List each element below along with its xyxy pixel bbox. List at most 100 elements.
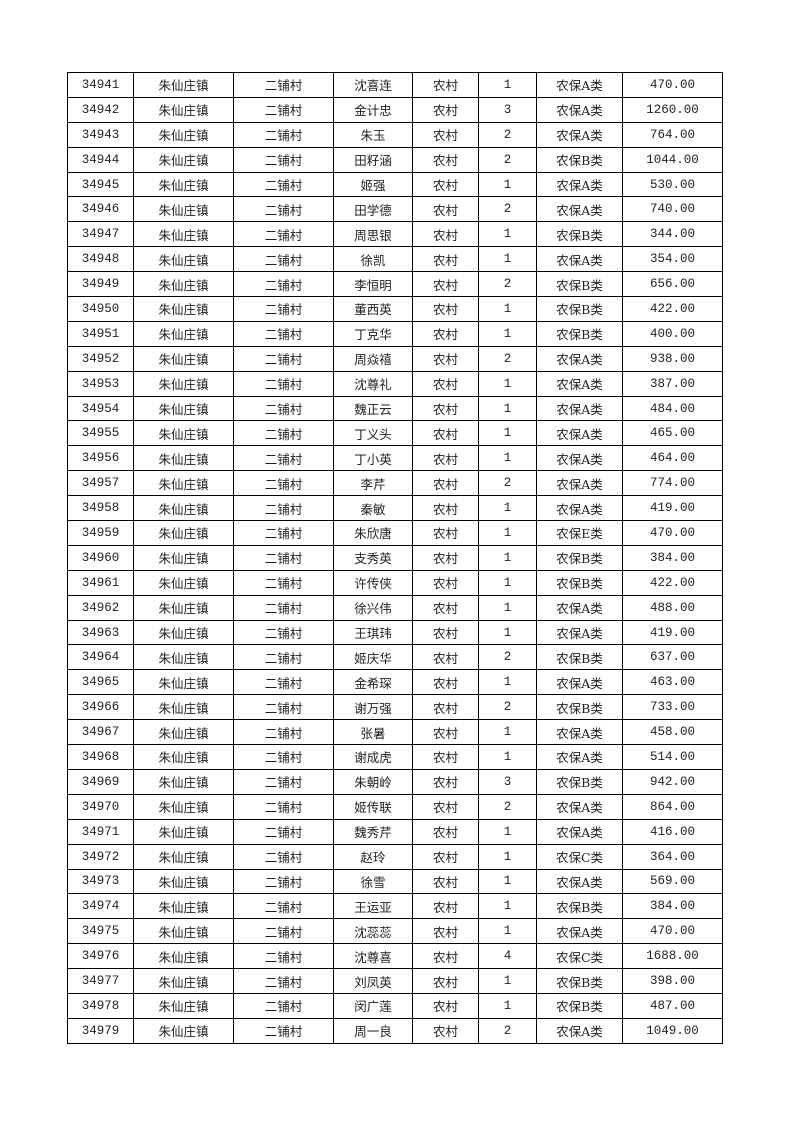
- household-count-cell: 1: [478, 171, 537, 198]
- insurance-class-cell: 农保A类: [536, 121, 623, 148]
- person-name-cell: 田学德: [333, 196, 413, 223]
- table-row: 34955 朱仙庄镇 二铺村 丁义头 农村 1 农保A类 465.00: [67, 420, 723, 447]
- record-id-cell: 34952: [67, 345, 134, 372]
- village-cell: 二铺村: [233, 544, 334, 571]
- record-id-cell: 34960: [67, 544, 134, 571]
- record-id-cell: 34948: [67, 246, 134, 273]
- record-id-cell: 34974: [67, 893, 134, 920]
- town-cell: 朱仙庄镇: [133, 669, 234, 696]
- table-row: 34972 朱仙庄镇 二铺村 赵玲 农村 1 农保C类 364.00: [67, 843, 723, 870]
- household-count-cell: 1: [478, 992, 537, 1019]
- amount-cell: 487.00: [622, 992, 723, 1019]
- household-count-cell: 1: [478, 744, 537, 770]
- village-cell: 二铺村: [233, 918, 334, 945]
- amount-cell: 1688.00: [622, 943, 723, 970]
- town-cell: 朱仙庄镇: [133, 345, 234, 372]
- insurance-class-cell: 农保A类: [536, 420, 623, 447]
- area-type-cell: 农村: [412, 569, 479, 596]
- household-count-cell: 3: [478, 768, 537, 795]
- town-cell: 朱仙庄镇: [133, 296, 234, 322]
- insurance-class-cell: 农保B类: [536, 694, 623, 721]
- household-count-cell: 1: [478, 320, 537, 347]
- town-cell: 朱仙庄镇: [133, 271, 234, 298]
- village-cell: 二铺村: [233, 843, 334, 870]
- area-type-cell: 农村: [412, 943, 479, 970]
- record-id-cell: 34947: [67, 221, 134, 248]
- town-cell: 朱仙庄镇: [133, 1017, 234, 1044]
- person-name-cell: 沈尊喜: [333, 943, 413, 970]
- insurance-class-cell: 农保A类: [536, 370, 623, 397]
- record-id-cell: 34944: [67, 146, 134, 173]
- amount-cell: 364.00: [622, 843, 723, 870]
- amount-cell: 484.00: [622, 395, 723, 422]
- amount-cell: 458.00: [622, 719, 723, 746]
- household-count-cell: 1: [478, 918, 537, 945]
- record-id-cell: 34946: [67, 196, 134, 223]
- amount-cell: 470.00: [622, 520, 723, 546]
- household-count-cell: 2: [478, 1017, 537, 1044]
- table-row: 34953 朱仙庄镇 二铺村 沈尊礼 农村 1 农保A类 387.00: [67, 370, 723, 397]
- household-count-cell: 1: [478, 395, 537, 422]
- record-id-cell: 34943: [67, 121, 134, 148]
- area-type-cell: 农村: [412, 72, 479, 98]
- table-row: 34966 朱仙庄镇 二铺村 谢万强 农村 2 农保B类 733.00: [67, 694, 723, 721]
- village-cell: 二铺村: [233, 246, 334, 273]
- person-name-cell: 朱朝岭: [333, 768, 413, 795]
- village-cell: 二铺村: [233, 320, 334, 347]
- household-count-cell: 1: [478, 594, 537, 621]
- town-cell: 朱仙庄镇: [133, 544, 234, 571]
- person-name-cell: 金希琛: [333, 669, 413, 696]
- village-cell: 二铺村: [233, 520, 334, 546]
- village-cell: 二铺村: [233, 943, 334, 970]
- town-cell: 朱仙庄镇: [133, 196, 234, 223]
- village-cell: 二铺村: [233, 818, 334, 845]
- table-row: 34963 朱仙庄镇 二铺村 王琪玮 农村 1 农保A类 419.00: [67, 619, 723, 646]
- record-id-cell: 34953: [67, 370, 134, 397]
- amount-cell: 942.00: [622, 768, 723, 795]
- amount-cell: 400.00: [622, 320, 723, 347]
- area-type-cell: 农村: [412, 296, 479, 322]
- table-row: 34945 朱仙庄镇 二铺村 姬强 农村 1 农保A类 530.00: [67, 171, 723, 198]
- amount-cell: 764.00: [622, 121, 723, 148]
- area-type-cell: 农村: [412, 992, 479, 1019]
- record-id-cell: 34956: [67, 445, 134, 472]
- household-count-cell: 4: [478, 943, 537, 970]
- record-id-cell: 34959: [67, 520, 134, 546]
- area-type-cell: 农村: [412, 843, 479, 870]
- table-row: 34974 朱仙庄镇 二铺村 王运亚 农村 1 农保B类 384.00: [67, 893, 723, 920]
- household-count-cell: 1: [478, 669, 537, 696]
- table-row: 34959 朱仙庄镇 二铺村 朱欣唐 农村 1 农保E类 470.00: [67, 520, 723, 546]
- household-count-cell: 1: [478, 420, 537, 447]
- town-cell: 朱仙庄镇: [133, 370, 234, 397]
- village-cell: 二铺村: [233, 296, 334, 322]
- insurance-class-cell: 农保B类: [536, 320, 623, 347]
- record-id-cell: 34978: [67, 992, 134, 1019]
- table-row: 34946 朱仙庄镇 二铺村 田学德 农村 2 农保A类 740.00: [67, 196, 723, 223]
- area-type-cell: 农村: [412, 744, 479, 770]
- person-name-cell: 徐凯: [333, 246, 413, 273]
- amount-cell: 384.00: [622, 544, 723, 571]
- town-cell: 朱仙庄镇: [133, 818, 234, 845]
- town-cell: 朱仙庄镇: [133, 395, 234, 422]
- insurance-class-cell: 农保A类: [536, 594, 623, 621]
- record-id-cell: 34970: [67, 793, 134, 820]
- person-name-cell: 金计忠: [333, 96, 413, 123]
- record-id-cell: 34966: [67, 694, 134, 721]
- insurance-class-cell: 农保C类: [536, 943, 623, 970]
- record-id-cell: 34965: [67, 669, 134, 696]
- table-body: 34941 朱仙庄镇 二铺村 沈喜连 农村 1 农保A类 470.00 34942 朱仙庄镇 二铺村…: [67, 72, 723, 1044]
- table-row: 34965 朱仙庄镇 二铺村 金希琛 农村 1 农保A类 463.00: [67, 669, 723, 696]
- amount-cell: 387.00: [622, 370, 723, 397]
- insurance-class-cell: 农保B类: [536, 992, 623, 1019]
- village-cell: 二铺村: [233, 420, 334, 447]
- village-cell: 二铺村: [233, 719, 334, 746]
- area-type-cell: 农村: [412, 1017, 479, 1044]
- record-id-cell: 34979: [67, 1017, 134, 1044]
- area-type-cell: 农村: [412, 594, 479, 621]
- town-cell: 朱仙庄镇: [133, 445, 234, 472]
- person-name-cell: 张暑: [333, 719, 413, 746]
- person-name-cell: 闵广莲: [333, 992, 413, 1019]
- town-cell: 朱仙庄镇: [133, 495, 234, 522]
- insurance-class-cell: 农保A类: [536, 96, 623, 123]
- table-row: 34970 朱仙庄镇 二铺村 姬传联 农村 2 农保A类 864.00: [67, 793, 723, 820]
